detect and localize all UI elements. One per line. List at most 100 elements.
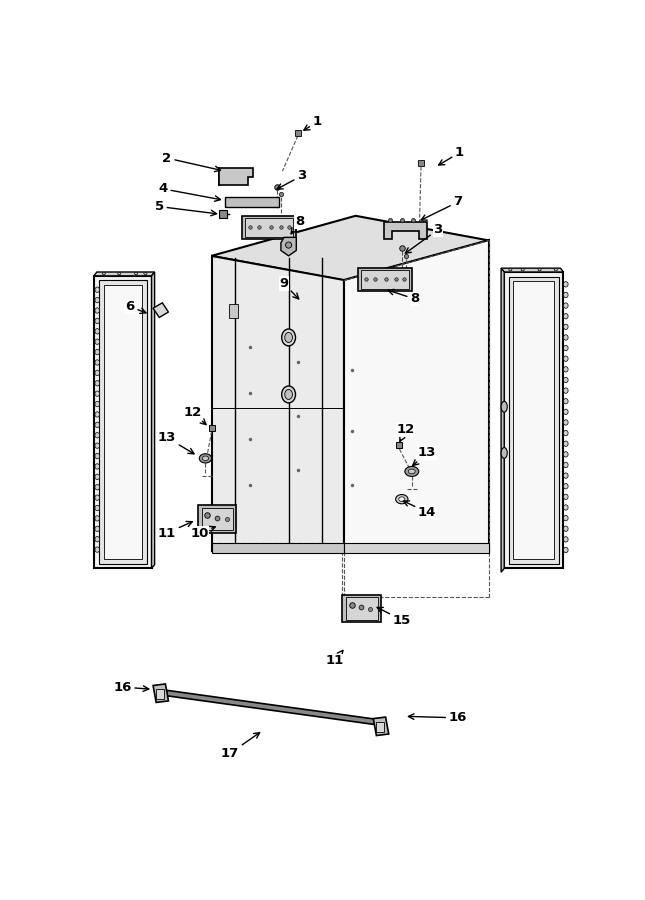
Bar [228, 304, 238, 319]
Ellipse shape [117, 273, 121, 274]
Ellipse shape [95, 443, 99, 448]
Ellipse shape [95, 526, 99, 532]
Ellipse shape [95, 547, 99, 553]
Ellipse shape [95, 287, 99, 292]
Polygon shape [104, 285, 143, 559]
Polygon shape [212, 216, 489, 281]
Text: 11: 11 [158, 521, 192, 539]
Polygon shape [243, 216, 296, 239]
Polygon shape [219, 168, 253, 185]
Ellipse shape [408, 469, 415, 473]
Polygon shape [94, 276, 152, 569]
Ellipse shape [405, 466, 419, 476]
Ellipse shape [564, 430, 568, 436]
Text: 6: 6 [125, 301, 146, 313]
Ellipse shape [144, 273, 147, 274]
Ellipse shape [564, 516, 568, 521]
Ellipse shape [554, 268, 557, 271]
Ellipse shape [282, 386, 295, 403]
Ellipse shape [95, 536, 99, 542]
Ellipse shape [564, 324, 568, 329]
Ellipse shape [95, 360, 99, 365]
Polygon shape [346, 597, 378, 620]
Ellipse shape [564, 536, 568, 542]
Ellipse shape [95, 454, 99, 459]
Polygon shape [94, 272, 155, 276]
Text: 16: 16 [113, 680, 149, 694]
Ellipse shape [564, 346, 568, 351]
Polygon shape [509, 276, 559, 563]
Polygon shape [358, 268, 412, 292]
Text: 1: 1 [304, 115, 322, 130]
Ellipse shape [564, 335, 568, 340]
Ellipse shape [95, 505, 99, 510]
Ellipse shape [564, 303, 568, 309]
Text: 2: 2 [163, 151, 221, 172]
Ellipse shape [564, 356, 568, 362]
Ellipse shape [564, 526, 568, 531]
Ellipse shape [395, 494, 408, 504]
Polygon shape [344, 543, 489, 553]
Text: 8: 8 [388, 290, 419, 305]
Ellipse shape [564, 410, 568, 415]
Polygon shape [504, 272, 564, 569]
Polygon shape [212, 256, 344, 551]
Ellipse shape [564, 419, 568, 425]
Polygon shape [224, 196, 279, 207]
Bar [156, 688, 164, 699]
Ellipse shape [564, 377, 568, 382]
Ellipse shape [564, 292, 568, 298]
Ellipse shape [95, 484, 99, 490]
Ellipse shape [286, 242, 292, 248]
Ellipse shape [95, 308, 99, 313]
Ellipse shape [95, 474, 99, 480]
Text: 11: 11 [326, 651, 344, 668]
Polygon shape [153, 684, 168, 702]
Ellipse shape [95, 516, 99, 521]
Ellipse shape [95, 381, 99, 386]
Polygon shape [281, 238, 296, 256]
Ellipse shape [501, 447, 507, 458]
Polygon shape [373, 717, 389, 735]
Ellipse shape [564, 547, 568, 553]
Polygon shape [212, 543, 344, 553]
Text: 5: 5 [155, 200, 217, 216]
Polygon shape [342, 595, 381, 623]
Text: 3: 3 [277, 169, 306, 189]
Text: 16: 16 [408, 711, 467, 724]
Text: 14: 14 [403, 501, 437, 518]
Ellipse shape [95, 349, 99, 355]
Ellipse shape [95, 401, 99, 407]
Ellipse shape [564, 505, 568, 510]
Ellipse shape [501, 401, 507, 412]
Ellipse shape [564, 388, 568, 393]
Ellipse shape [564, 483, 568, 489]
Text: 1: 1 [439, 146, 464, 165]
Ellipse shape [95, 495, 99, 500]
Ellipse shape [95, 464, 99, 469]
Polygon shape [202, 508, 233, 530]
Bar [377, 722, 384, 733]
Ellipse shape [399, 497, 405, 501]
Text: 12: 12 [183, 406, 206, 425]
Polygon shape [384, 222, 427, 239]
Ellipse shape [564, 399, 568, 404]
Polygon shape [198, 505, 236, 533]
Polygon shape [501, 268, 504, 572]
Polygon shape [501, 268, 564, 272]
Text: 10: 10 [190, 526, 215, 539]
Ellipse shape [538, 268, 541, 271]
Ellipse shape [199, 454, 212, 463]
Ellipse shape [95, 422, 99, 427]
Text: 4: 4 [159, 183, 221, 202]
Ellipse shape [203, 456, 208, 461]
Ellipse shape [564, 366, 568, 372]
Ellipse shape [564, 494, 568, 500]
Ellipse shape [509, 268, 512, 271]
Polygon shape [246, 218, 293, 237]
Ellipse shape [95, 412, 99, 418]
Text: 9: 9 [279, 277, 299, 299]
Polygon shape [99, 281, 147, 563]
Ellipse shape [95, 319, 99, 324]
Ellipse shape [135, 273, 137, 274]
